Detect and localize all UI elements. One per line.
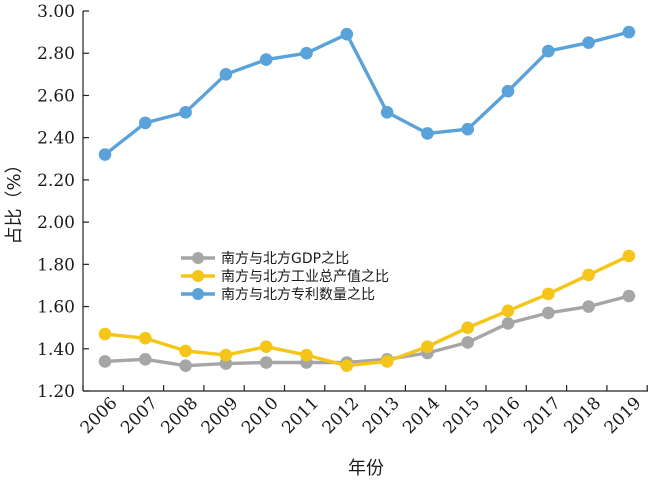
data-point	[542, 306, 555, 320]
y-tick-label: 2.40	[37, 129, 75, 149]
x-tick-label: 2012	[319, 393, 364, 438]
legend-item: 南方与北方GDP之比	[181, 251, 349, 267]
data-point	[179, 106, 192, 119]
y-tick-label: 1.80	[37, 255, 75, 275]
y-tick-label: 1.40	[37, 340, 75, 360]
y-tick-label: 1.20	[37, 382, 75, 402]
series-line	[104, 254, 630, 368]
x-tick-label: 2014	[399, 393, 444, 438]
data-point	[542, 287, 555, 301]
x-tick-label: 2018	[560, 393, 605, 438]
data-point	[380, 106, 394, 119]
data-point	[340, 359, 354, 372]
data-point	[179, 359, 192, 372]
series-line	[104, 294, 630, 368]
legend-marker	[192, 288, 204, 300]
data-point	[501, 317, 515, 330]
data-point	[582, 36, 595, 49]
x-tick-label: 2008	[157, 393, 202, 438]
y-tick-label: 2.80	[37, 44, 75, 64]
data-point	[421, 340, 434, 353]
data-point	[98, 148, 112, 161]
data-point	[139, 353, 152, 366]
y-tick-label: 2.00	[37, 213, 75, 233]
x-tick-label: 2009	[198, 393, 243, 438]
y-axis-ticks: 1.20 1.40 1.60 1.80 2.00 2.20 2.40 2.60 2.80 3.00	[37, 2, 89, 402]
data-point	[421, 127, 434, 140]
x-tick-label: 2016	[480, 393, 525, 438]
data-point	[461, 336, 475, 349]
data-point	[380, 355, 394, 368]
data-point	[461, 321, 475, 334]
data-point	[582, 268, 595, 282]
legend-label: 南方与北方GDP之比	[221, 251, 349, 267]
x-tick-label: 2015	[440, 393, 485, 438]
legend-marker	[192, 270, 204, 282]
data-point	[622, 249, 636, 263]
data-point	[300, 348, 313, 362]
data-point	[219, 68, 233, 81]
data-point	[98, 327, 112, 341]
series-layer	[98, 25, 636, 372]
data-point	[300, 46, 313, 60]
x-tick-label: 2007	[117, 393, 162, 438]
data-point	[340, 27, 354, 41]
data-point	[139, 331, 152, 345]
series-group	[98, 289, 636, 372]
series-line	[103, 30, 630, 156]
x-tick-label: 2010	[238, 393, 283, 438]
x-tick-label: 2013	[359, 393, 404, 438]
data-point	[622, 25, 636, 39]
data-point	[542, 44, 555, 58]
data-point	[501, 84, 515, 98]
data-point	[259, 340, 273, 353]
data-point	[259, 53, 273, 66]
x-axis-title: 年份	[348, 458, 384, 479]
series-group	[98, 25, 636, 161]
legend-marker	[192, 252, 204, 264]
series-group	[98, 249, 636, 372]
y-tick-label: 2.20	[37, 171, 75, 191]
legend-label: 南方与北方专利数量之比	[221, 287, 375, 303]
y-tick-label: 2.60	[37, 86, 75, 106]
legend-item: 南方与北方工业总产值之比	[181, 269, 389, 285]
y-tick-label: 3.00	[37, 2, 75, 22]
x-tick-label: 2006	[77, 393, 122, 438]
data-point	[622, 289, 636, 303]
data-point	[139, 116, 152, 130]
data-point	[501, 304, 515, 318]
x-tick-label: 2011	[278, 393, 323, 438]
legend-item: 南方与北方专利数量之比	[181, 287, 375, 303]
y-axis-title: 占比（%）	[4, 155, 25, 244]
x-axis-ticks: 2006200720082009201020112012201320142015…	[77, 385, 648, 438]
y-tick-label: 1.60	[37, 298, 75, 318]
legend-label: 南方与北方工业总产值之比	[221, 269, 389, 285]
data-point	[259, 356, 273, 369]
data-point	[461, 122, 475, 136]
x-tick-label: 2019	[601, 393, 646, 438]
data-point	[582, 300, 595, 313]
data-point	[98, 355, 112, 368]
x-tick-label: 2017	[520, 393, 565, 438]
data-point	[219, 348, 233, 362]
data-point	[179, 344, 192, 358]
